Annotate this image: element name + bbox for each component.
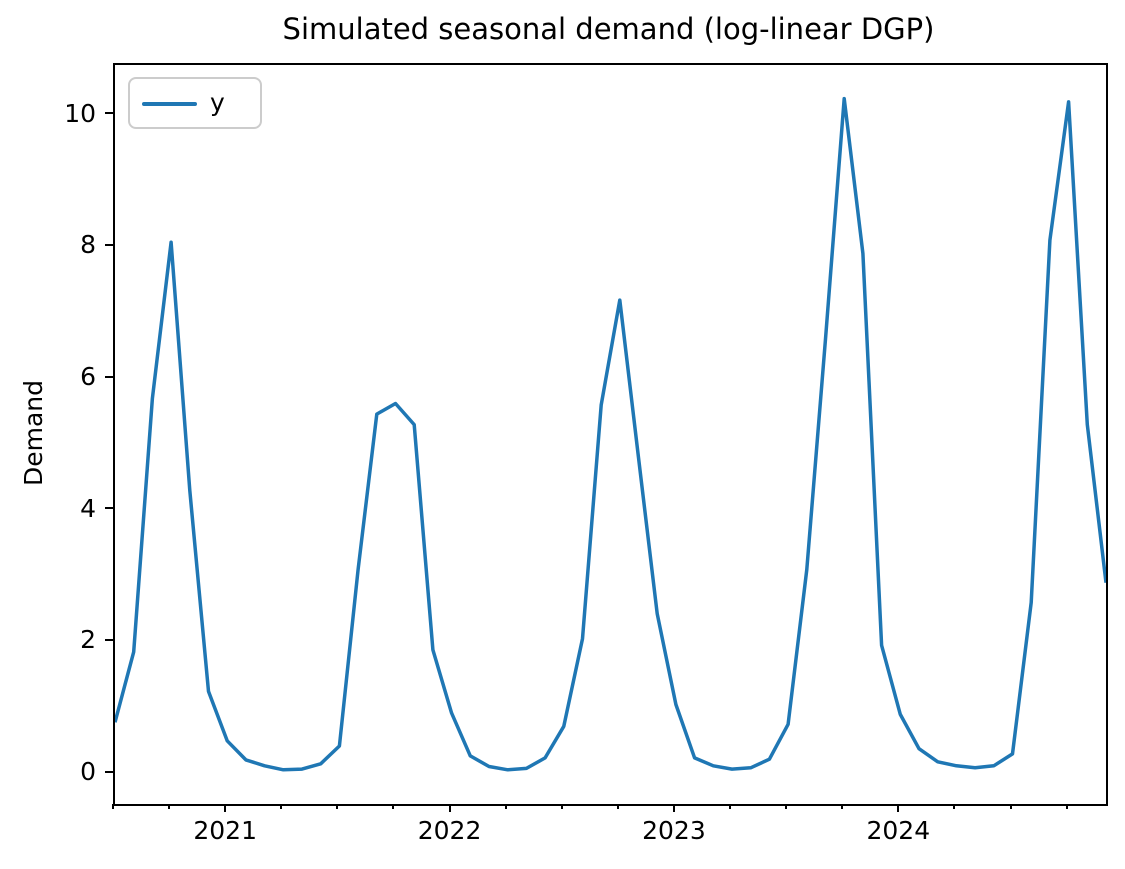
legend-line-sample bbox=[142, 102, 197, 106]
y-tick-label: 10 bbox=[64, 98, 96, 128]
x-tick-minor bbox=[112, 804, 114, 809]
x-tick-minor bbox=[1065, 804, 1068, 809]
y-tick-label: 6 bbox=[80, 362, 96, 391]
plot-area bbox=[113, 63, 1108, 806]
x-tick-minor bbox=[953, 804, 956, 809]
legend-label: y bbox=[210, 88, 225, 117]
x-tick-major bbox=[897, 804, 900, 812]
x-tick-major bbox=[672, 804, 675, 812]
x-tick-minor bbox=[504, 804, 507, 809]
y-tick-label: 2 bbox=[80, 625, 96, 655]
y-tick bbox=[105, 243, 113, 246]
x-tick-minor bbox=[785, 804, 788, 809]
y-tick bbox=[105, 638, 113, 641]
x-tick-major bbox=[448, 804, 451, 812]
y-axis-label: Demand bbox=[19, 379, 48, 487]
y-tick bbox=[105, 375, 113, 378]
y-tick-label: 4 bbox=[80, 493, 96, 523]
x-tick-minor bbox=[280, 804, 283, 809]
y-tick-label: 8 bbox=[80, 230, 96, 260]
x-tick-major bbox=[224, 804, 227, 812]
y-tick bbox=[105, 507, 113, 510]
chart-title: Simulated seasonal demand (log-linear DG… bbox=[282, 12, 935, 46]
y-tick bbox=[105, 770, 113, 773]
x-tick-minor bbox=[560, 804, 563, 809]
x-tick-label: 2021 bbox=[193, 816, 257, 845]
line-chart-canvas bbox=[115, 96, 1106, 772]
x-tick-minor bbox=[1009, 804, 1012, 809]
x-tick-minor bbox=[729, 804, 732, 809]
line-series-y bbox=[115, 96, 1106, 772]
legend: y bbox=[128, 77, 262, 129]
x-tick-label: 2023 bbox=[642, 816, 706, 845]
x-tick-minor bbox=[616, 804, 619, 809]
y-tick bbox=[105, 112, 113, 115]
x-tick-minor bbox=[392, 804, 395, 809]
y-tick-label: 0 bbox=[80, 757, 96, 787]
x-tick-minor bbox=[841, 804, 844, 809]
x-tick-minor bbox=[168, 804, 171, 809]
x-tick-label: 2022 bbox=[417, 816, 482, 845]
x-tick-minor bbox=[336, 804, 339, 809]
x-tick-label: 2024 bbox=[866, 816, 931, 845]
